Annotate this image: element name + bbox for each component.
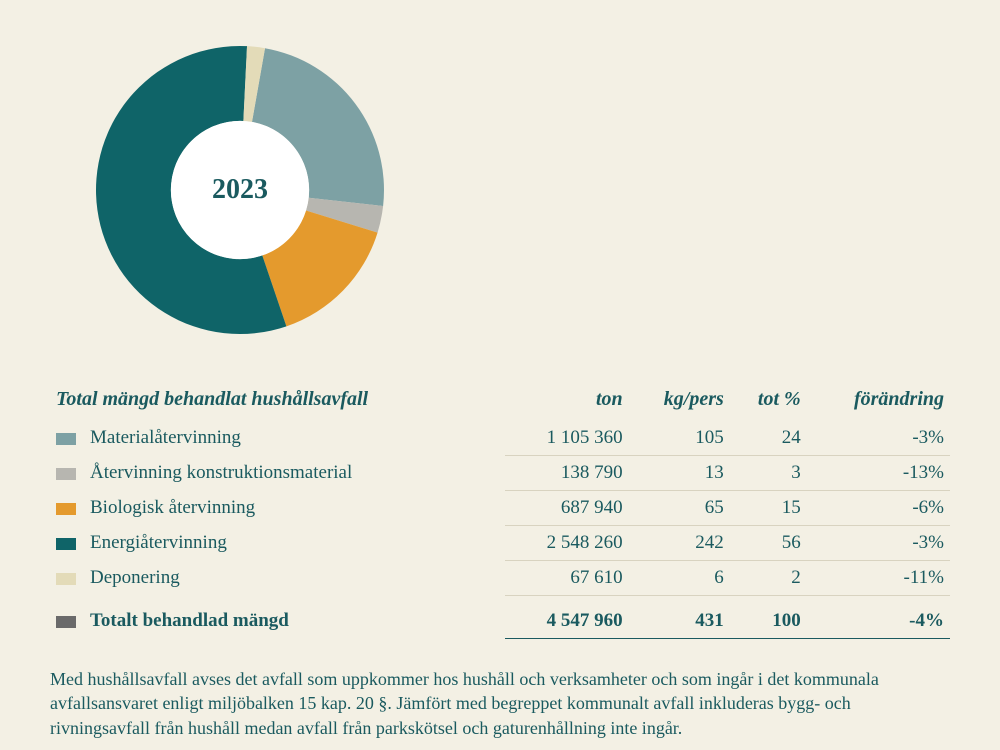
table-row: Återvinning konstruktionsmaterial 138 790… (50, 456, 950, 491)
cell-change: -13% (807, 456, 950, 491)
table-row: Biologisk återvinning 687 9406515-6% (50, 491, 950, 526)
waste-table: Total mängd behandlat hushållsavfall ton… (50, 380, 950, 639)
cell-ton: 687 940 (505, 491, 629, 526)
row-label-text: Materialåtervinning (90, 427, 241, 448)
donut-chart: 2023 (90, 40, 390, 340)
row-label: Materialåtervinning (50, 421, 505, 456)
legend-swatch (56, 538, 76, 550)
cell-change: -11% (807, 561, 950, 596)
col-kgpers: kg/pers (629, 380, 730, 421)
row-label: Deponering (50, 561, 505, 596)
row-label: Biologisk återvinning (50, 491, 505, 526)
legend-swatch (56, 433, 76, 445)
table-row: Energiåtervinning 2 548 26024256-3% (50, 526, 950, 561)
cell-ton: 138 790 (505, 456, 629, 491)
cell-kgpers: 13 (629, 456, 730, 491)
table-row: Materialåtervinning 1 105 36010524-3% (50, 421, 950, 456)
cell-totpct: 2 (730, 561, 807, 596)
cell-kgpers: 65 (629, 491, 730, 526)
total-label-text: Totalt behandlad mängd (90, 610, 289, 631)
footnote-text: Med hushållsavfall avses det avfall som … (50, 667, 950, 740)
row-label: Återvinning konstruktionsmaterial (50, 456, 505, 491)
row-label-text: Deponering (90, 567, 180, 588)
total-totpct: 100 (730, 596, 807, 639)
row-label-text: Återvinning konstruktionsmaterial (90, 462, 352, 483)
cell-totpct: 24 (730, 421, 807, 456)
table-title: Total mängd behandlat hushållsavfall (50, 380, 505, 421)
table-header-row: Total mängd behandlat hushållsavfall ton… (50, 380, 950, 421)
col-totpct: tot % (730, 380, 807, 421)
row-label: Energiåtervinning (50, 526, 505, 561)
legend-swatch (56, 616, 76, 628)
cell-ton: 1 105 360 (505, 421, 629, 456)
cell-change: -6% (807, 491, 950, 526)
cell-kgpers: 105 (629, 421, 730, 456)
col-change: förändring (807, 380, 950, 421)
total-change: -4% (807, 596, 950, 639)
cell-totpct: 3 (730, 456, 807, 491)
legend-swatch (56, 503, 76, 515)
table-row: Deponering 67 61062-11% (50, 561, 950, 596)
cell-ton: 2 548 260 (505, 526, 629, 561)
cell-kgpers: 6 (629, 561, 730, 596)
total-ton: 4 547 960 (505, 596, 629, 639)
total-label: Totalt behandlad mängd (50, 596, 505, 639)
legend-swatch (56, 468, 76, 480)
col-ton: ton (505, 380, 629, 421)
row-label-text: Biologisk återvinning (90, 497, 255, 518)
cell-totpct: 56 (730, 526, 807, 561)
table-total-row: Totalt behandlad mängd 4 547 960431100-4% (50, 596, 950, 639)
cell-change: -3% (807, 421, 950, 456)
total-kgpers: 431 (629, 596, 730, 639)
cell-totpct: 15 (730, 491, 807, 526)
cell-kgpers: 242 (629, 526, 730, 561)
legend-swatch (56, 573, 76, 585)
donut-center-label: 2023 (212, 174, 268, 206)
cell-ton: 67 610 (505, 561, 629, 596)
cell-change: -3% (807, 526, 950, 561)
row-label-text: Energiåtervinning (90, 532, 227, 553)
